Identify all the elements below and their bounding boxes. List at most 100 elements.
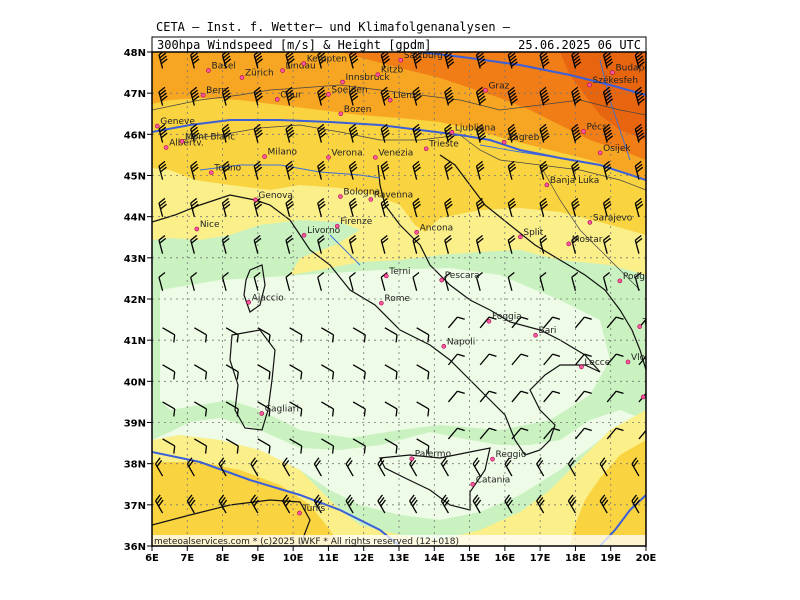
wind-barb — [289, 438, 303, 454]
city-label: Geneve — [160, 117, 195, 127]
wind-barb — [479, 427, 497, 440]
wind-barb — [190, 272, 198, 291]
lat-label: 41N — [124, 336, 146, 347]
wind-barb — [507, 123, 518, 143]
city-marker: Split — [518, 228, 544, 240]
city-dot — [179, 139, 185, 144]
wind-barbs — [155, 52, 646, 514]
city-marker: Lecce — [579, 358, 611, 370]
city-label: Genova — [258, 191, 293, 201]
city-label: Lindau — [286, 62, 316, 72]
city-dot — [194, 226, 200, 232]
city-dot — [259, 411, 265, 416]
lon-label: 10E — [283, 553, 304, 564]
wind-barb — [253, 272, 261, 291]
city-marker: Vlorë — [625, 353, 646, 365]
lon-label: 8E — [216, 553, 230, 564]
city-marker: Székesfeh — [587, 75, 638, 88]
city-dot — [617, 278, 623, 284]
city-label: Pescara — [445, 271, 480, 281]
wind-barb — [412, 234, 421, 254]
wind-barb — [257, 327, 271, 343]
city-marker: Chur — [274, 90, 302, 102]
lon-label: 7E — [180, 553, 194, 564]
wind-barb — [345, 494, 355, 514]
city-marker: Milano — [262, 148, 298, 159]
city-dot — [280, 68, 285, 73]
city-dot — [375, 72, 381, 77]
wind-barb — [289, 364, 303, 380]
wind-barb — [162, 364, 176, 380]
wind-barb — [377, 494, 386, 514]
city-marker: Soelden — [326, 85, 368, 97]
wind-barb — [602, 197, 612, 217]
city-marker: Geneve — [154, 117, 195, 129]
wind-barb — [634, 52, 645, 69]
wind-barb — [317, 123, 327, 143]
wind-barb — [253, 123, 263, 143]
wind-barb — [511, 427, 529, 440]
city-label: Split — [523, 228, 543, 238]
wind-barb — [634, 86, 645, 106]
wind-barb — [380, 86, 390, 106]
city-dot — [579, 364, 584, 370]
wind-barb — [257, 401, 271, 417]
wind-barb — [416, 327, 430, 343]
wind-barb — [479, 353, 497, 366]
wind-barb — [475, 52, 487, 69]
city-dot — [441, 344, 447, 349]
wind-barb — [253, 86, 263, 106]
wind-barb — [285, 123, 295, 143]
wind-barb — [221, 272, 229, 291]
wind-barb — [321, 401, 335, 417]
wind-barb — [479, 316, 497, 329]
wind-barb — [447, 390, 465, 403]
wind-barb — [352, 401, 366, 417]
lat-label: 46N — [124, 130, 146, 141]
city-dot — [239, 75, 245, 80]
city-label: Zürich — [245, 69, 274, 79]
city-marker: Trieste — [423, 140, 459, 152]
wind-barb — [384, 364, 398, 380]
wind-barb — [225, 401, 239, 417]
city-marker: Bozen — [338, 105, 372, 117]
city-label: Zagreb — [507, 133, 539, 143]
wind-barb — [574, 427, 592, 440]
wind-barb — [412, 272, 420, 291]
wind-barb — [162, 438, 176, 454]
city-dot — [334, 223, 340, 229]
wind-barb — [194, 401, 208, 417]
city-label: Bozen — [344, 105, 372, 115]
wind-barb — [567, 494, 577, 514]
city-label: Reggio — [496, 450, 527, 460]
city-marker: Sarajevo — [587, 213, 633, 225]
wind-barb — [352, 364, 366, 380]
city-dot — [373, 155, 378, 160]
city-marker: Innsbruck — [340, 73, 390, 85]
wind-barb — [352, 438, 366, 454]
city-label: Bologna — [343, 187, 380, 197]
city-label: Torino — [213, 164, 241, 174]
wind-barb — [599, 494, 609, 514]
wind-barb — [384, 327, 398, 343]
city-marker: Mont Blanc — [179, 132, 235, 144]
city-marker: Mostar — [566, 235, 603, 247]
wind-barb — [348, 123, 359, 143]
copyright-text: meteoalservices.com * (c)2025 IWKF * All… — [154, 537, 459, 547]
city-label: Lienz — [393, 91, 417, 101]
city-marker: Bari — [533, 326, 556, 338]
wind-barb — [634, 160, 644, 180]
wind-barb — [218, 457, 227, 477]
city-dot — [206, 68, 211, 73]
city-label: Ajaccio — [252, 293, 285, 303]
city-marker: Lindau — [280, 62, 316, 73]
wind-barb — [511, 390, 529, 403]
city-dot — [208, 170, 214, 175]
wind-barb — [190, 86, 200, 106]
city-marker: Graz — [483, 81, 510, 93]
city-dot — [640, 394, 646, 400]
wind-barb — [507, 234, 516, 254]
wind-barb — [606, 353, 624, 366]
